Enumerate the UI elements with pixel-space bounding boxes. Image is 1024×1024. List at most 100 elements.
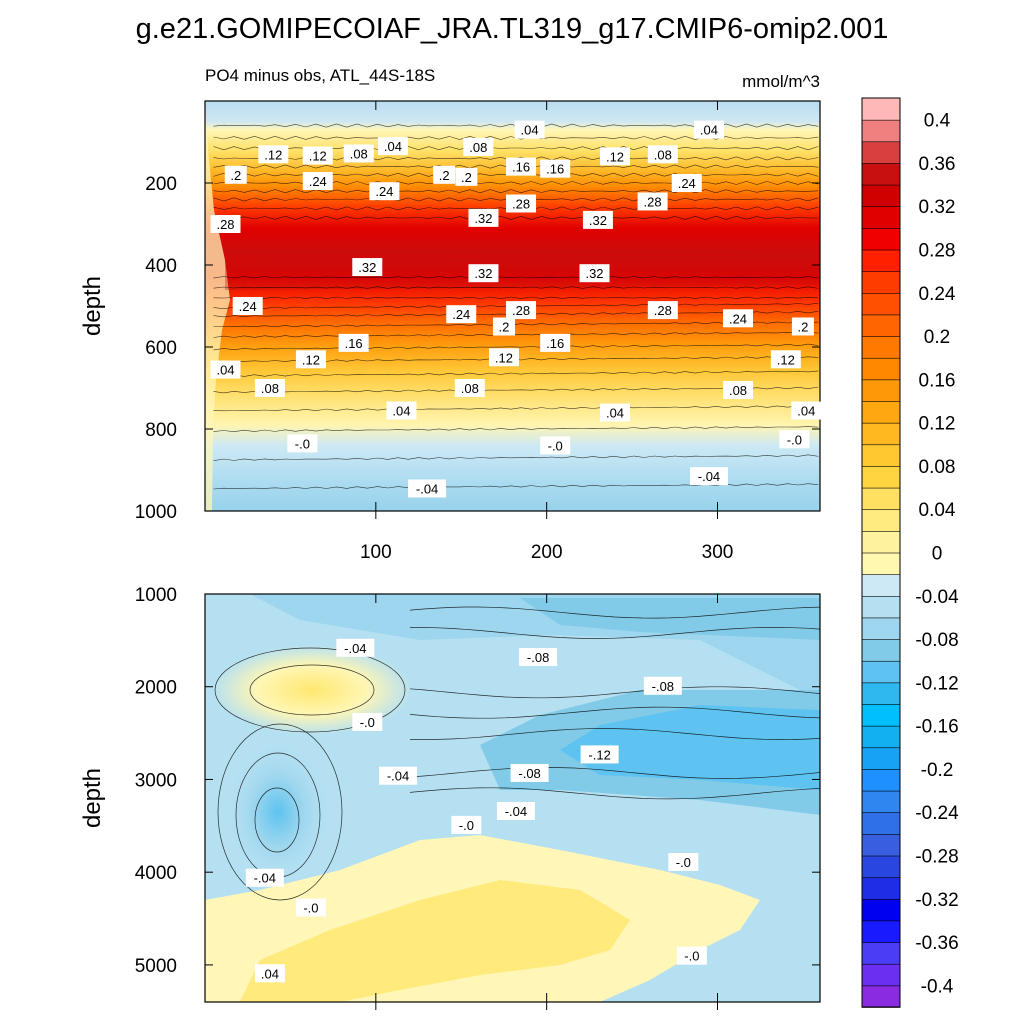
colorbar-segment xyxy=(861,833,901,857)
contour-label: .04 xyxy=(693,120,724,139)
contour-label-box xyxy=(580,745,619,764)
contour-label-text: .12 xyxy=(606,149,624,164)
colorbar-label: -0.2 xyxy=(921,760,954,781)
colorbar-segment xyxy=(861,249,901,272)
colorbar-segment xyxy=(861,638,901,662)
contour-label-text: .08 xyxy=(729,383,747,398)
contour-label-text: .08 xyxy=(654,147,672,162)
contour-label-text: .32 xyxy=(358,260,376,275)
colorbar-segment xyxy=(861,205,901,229)
colorbar-segment xyxy=(861,292,901,316)
contour-label-text: .16 xyxy=(512,160,530,175)
contour-label-text: .08 xyxy=(350,146,368,161)
y-tick-label: 1000 xyxy=(135,502,177,523)
colorbar-segment xyxy=(861,379,901,402)
contour-label-box xyxy=(579,264,610,283)
contour-label-box xyxy=(723,309,753,328)
top-x-axis: 100 200 300 xyxy=(360,101,733,563)
bottom-contour-line xyxy=(409,787,820,800)
contour-label-text: -.04 xyxy=(416,481,438,496)
contour-label-box xyxy=(770,350,801,369)
contour-label: .28 xyxy=(210,215,241,233)
contour-label: .12 xyxy=(600,147,630,166)
contour-label-text: .24 xyxy=(452,307,470,322)
contour-label: .32 xyxy=(352,258,383,277)
contour-label-text: -.04 xyxy=(344,641,366,656)
colorbar-segment xyxy=(861,703,901,727)
contour-label: .08 xyxy=(254,379,285,397)
contour-label: -.12 xyxy=(580,745,619,764)
colorbar-segment xyxy=(861,465,901,489)
top-contour-line xyxy=(213,426,819,433)
contour-label: .12 xyxy=(295,350,326,369)
y-tick-label: 4000 xyxy=(135,863,177,884)
contour-label-box xyxy=(496,801,535,820)
contour-label-box xyxy=(210,360,241,379)
bottom-contour-line xyxy=(409,728,820,740)
y-tick-label: 2000 xyxy=(135,678,177,699)
colorbar-label: -0.16 xyxy=(915,717,958,738)
bottom-yellow-core xyxy=(240,880,630,1002)
contour-label-box xyxy=(386,401,417,420)
contour-label: -.08 xyxy=(519,648,558,667)
colorbar-segment xyxy=(861,508,901,532)
contour-label: .16 xyxy=(540,333,571,352)
contour-label-box xyxy=(232,297,263,315)
colorbar-label: -0.28 xyxy=(915,847,958,868)
contour-label-text: .2 xyxy=(461,170,472,185)
top-contour-line xyxy=(213,386,819,394)
contour-label: .08 xyxy=(454,379,485,397)
top-contour-line xyxy=(213,454,819,461)
contour-label-box xyxy=(377,137,408,156)
bottom-contour-labels: -.04 -.08 -.08 -.0 -.04 -.12 -.08 -.04 -.0 -.0 -.0… xyxy=(245,638,707,983)
contour-label-box xyxy=(408,479,447,498)
contour-label-text: .08 xyxy=(469,140,487,155)
x-tick-label: 100 xyxy=(360,542,392,563)
colorbar-segment xyxy=(861,985,901,1008)
contour-label-box xyxy=(514,120,545,139)
contour-label: .32 xyxy=(579,264,610,283)
contour-label: .28 xyxy=(506,301,537,320)
contour-label-text: .32 xyxy=(474,266,492,281)
bottom-contour-line xyxy=(249,664,375,716)
contour-label: -.04 xyxy=(408,479,447,498)
top-left-edge xyxy=(205,101,230,511)
contour-label-box xyxy=(540,333,571,352)
contour-label-text: .24 xyxy=(375,184,393,199)
contour-label-text: -.0 xyxy=(676,855,691,870)
contour-label-box xyxy=(210,215,241,233)
contour-label-text: .24 xyxy=(309,174,327,189)
contour-label-box xyxy=(693,120,724,139)
colorbar-label: 0.36 xyxy=(919,154,956,175)
contour-label: -.0 xyxy=(676,946,707,965)
contour-label-box xyxy=(455,167,478,186)
colorbar-segment xyxy=(861,941,901,965)
contour-label: -.0 xyxy=(287,434,318,453)
contour-label: .28 xyxy=(647,301,678,320)
contour-label: .24 xyxy=(671,174,702,192)
contour-label-text: .24 xyxy=(678,176,696,191)
top-ylabel: depth xyxy=(79,276,106,336)
contour-label: -.0 xyxy=(352,712,383,731)
contour-label: .12 xyxy=(488,348,519,367)
top-contour-line xyxy=(213,276,819,279)
contour-label-box xyxy=(254,379,285,397)
bottom-contour-line xyxy=(410,627,820,639)
contour-label-text: .04 xyxy=(521,123,539,138)
bottom-contour-line xyxy=(409,606,820,619)
colorbar-segment xyxy=(861,530,901,554)
contour-label: .04 xyxy=(377,137,408,156)
bottom-contour-line xyxy=(409,706,820,719)
contour-label-box xyxy=(647,301,678,320)
contour-label-box xyxy=(258,145,289,164)
contour-label-box xyxy=(647,145,678,164)
contour-label: -.04 xyxy=(689,467,728,486)
contour-label-text: -.04 xyxy=(254,871,276,886)
contour-label-text: -.04 xyxy=(387,769,409,784)
contour-label-text: .12 xyxy=(264,147,282,162)
x-tick-label: 200 xyxy=(531,542,563,563)
top-contour-line xyxy=(213,483,819,490)
contour-label-text: .08 xyxy=(461,381,479,396)
colorbar-label: 0.12 xyxy=(919,414,956,435)
